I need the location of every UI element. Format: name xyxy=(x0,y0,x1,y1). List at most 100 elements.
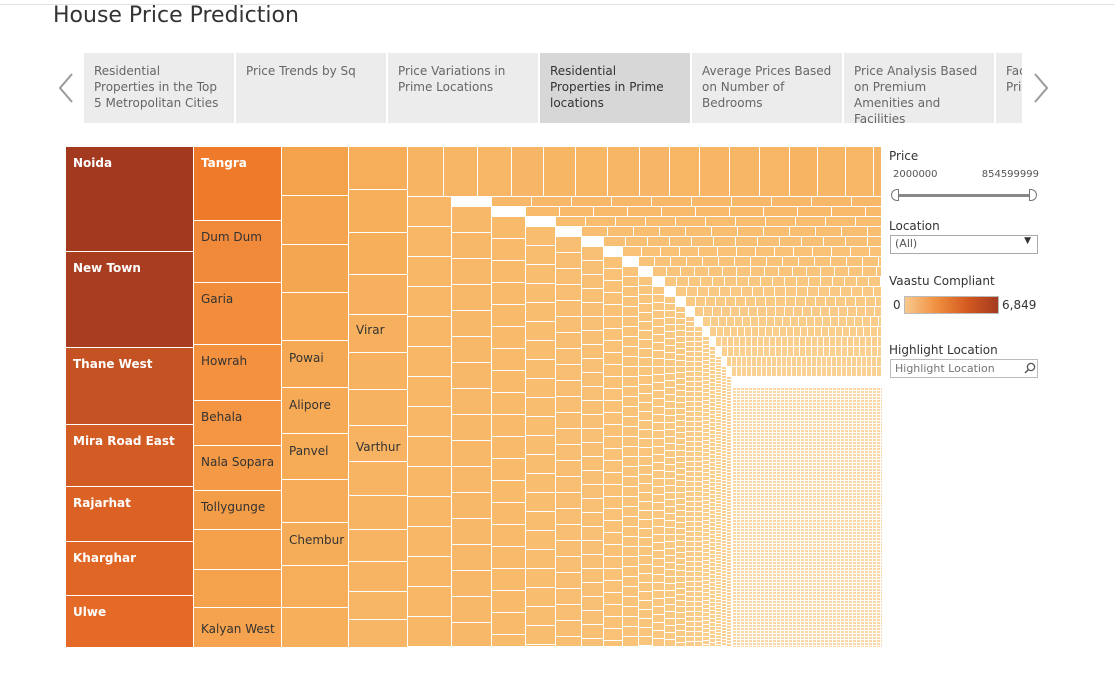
treemap-small-cell[interactable] xyxy=(703,353,710,357)
treemap-small-cell[interactable] xyxy=(872,347,878,357)
treemap-small-cell[interactable] xyxy=(863,287,874,297)
treemap-cell-new-town[interactable]: New Town xyxy=(66,252,194,348)
treemap-small-cell[interactable] xyxy=(653,615,665,623)
treemap-small-cell[interactable] xyxy=(676,565,686,571)
treemap-small-cell[interactable] xyxy=(676,505,686,511)
treemap-small-cell[interactable] xyxy=(676,349,686,355)
treemap-small-cell[interactable] xyxy=(727,605,732,608)
treemap-small-cell[interactable] xyxy=(710,595,716,599)
treemap-small-cell[interactable] xyxy=(816,297,826,307)
treemap-small-cell[interactable] xyxy=(714,237,736,247)
treemap-small-cell[interactable] xyxy=(623,367,639,377)
treemap-small-cell[interactable] xyxy=(653,295,665,303)
treemap-small-cell[interactable] xyxy=(794,347,800,357)
treemap-small-cell[interactable] xyxy=(727,482,732,485)
treemap-small-cell[interactable] xyxy=(740,337,746,347)
treemap-small-cell[interactable] xyxy=(695,442,703,447)
treemap-small-cell[interactable] xyxy=(582,471,604,485)
treemap-small-cell[interactable] xyxy=(703,573,710,577)
treemap-small-cell[interactable] xyxy=(492,261,526,283)
treemap-small-cell[interactable] xyxy=(727,419,732,422)
treemap-small-cell[interactable] xyxy=(711,317,719,327)
treemap-small-cell[interactable] xyxy=(492,459,526,481)
treemap-small-cell[interactable] xyxy=(847,317,855,327)
treemap-small-cell[interactable] xyxy=(736,297,746,307)
treemap-small-cell[interactable] xyxy=(703,509,710,513)
treemap-small-cell[interactable] xyxy=(556,605,582,621)
treemap-small-cell[interactable] xyxy=(710,575,716,579)
treemap-small-cell[interactable] xyxy=(452,545,492,571)
treemap-small-cell[interactable] xyxy=(797,277,809,287)
treemap-small-cell[interactable] xyxy=(716,414,722,417)
treemap-small-cell[interactable] xyxy=(695,417,703,422)
treemap-small-cell[interactable] xyxy=(716,423,722,426)
treemap-small-cell[interactable] xyxy=(703,617,710,621)
treemap-small-cell[interactable] xyxy=(676,313,686,319)
treemap-small-cell[interactable] xyxy=(703,525,710,529)
treemap-small-cell[interactable] xyxy=(665,507,676,514)
treemap-small-cell[interactable] xyxy=(665,277,677,287)
treemap-small-cell[interactable] xyxy=(815,317,823,327)
treemap-small-cell[interactable] xyxy=(695,602,703,607)
treemap-small-cell[interactable] xyxy=(452,519,492,545)
treemap-small-cell[interactable] xyxy=(665,353,676,360)
treemap-small-cell[interactable] xyxy=(710,583,716,587)
treemap-small-cell[interactable] xyxy=(408,587,452,617)
treemap-small-cell[interactable] xyxy=(722,502,727,505)
treemap-small-cell[interactable] xyxy=(695,382,703,387)
treemap-small-cell[interactable] xyxy=(727,542,732,545)
treemap-small-cell[interactable] xyxy=(686,337,695,342)
treemap-small-cell[interactable] xyxy=(727,572,732,575)
treemap-small-cell[interactable] xyxy=(710,379,716,383)
treemap-small-cell[interactable] xyxy=(665,605,676,612)
treemap-small-cell[interactable] xyxy=(703,477,710,481)
treemap-small-cell[interactable] xyxy=(703,405,710,409)
treemap-small-cell[interactable] xyxy=(604,629,623,641)
treemap-small-cell[interactable] xyxy=(716,453,722,456)
treemap-small-cell[interactable] xyxy=(716,555,722,558)
treemap-small-cell[interactable] xyxy=(703,593,710,597)
treemap-small-cell[interactable] xyxy=(623,567,639,577)
treemap-small-cell[interactable] xyxy=(695,467,703,472)
treemap-small-cell[interactable] xyxy=(716,384,722,387)
treemap-small-cell[interactable] xyxy=(676,511,686,517)
treemap-small-cell[interactable] xyxy=(639,637,653,646)
treemap-small-cell[interactable] xyxy=(526,398,556,417)
treemap-small-cell[interactable] xyxy=(868,237,882,247)
treemap-small-cell[interactable] xyxy=(826,217,856,227)
treemap-small-cell[interactable] xyxy=(716,447,722,450)
treemap-small-cell[interactable] xyxy=(703,433,710,437)
treemap-small-cell[interactable] xyxy=(731,327,738,337)
treemap-small-cell[interactable] xyxy=(836,297,846,307)
treemap-small-cell[interactable] xyxy=(727,479,732,482)
treemap-small-cell[interactable] xyxy=(653,535,665,543)
treemap-small-cell[interactable] xyxy=(604,237,626,247)
treemap-small-cell[interactable] xyxy=(772,197,812,207)
treemap-small-cell[interactable] xyxy=(710,619,716,623)
treemap-small-cell[interactable] xyxy=(676,523,686,529)
treemap-small-cell[interactable] xyxy=(716,627,722,630)
treemap-small-cell[interactable] xyxy=(732,197,772,207)
treemap-small-cell[interactable] xyxy=(639,646,653,647)
treemap-small-cell[interactable] xyxy=(604,581,623,593)
treemap-small-cell[interactable] xyxy=(639,520,653,529)
treemap-small-cell[interactable] xyxy=(710,599,716,603)
treemap-small-cell[interactable] xyxy=(695,472,703,477)
treemap-small-cell[interactable] xyxy=(727,536,732,539)
treemap-small-cell[interactable] xyxy=(695,477,703,482)
treemap-small-cell[interactable] xyxy=(710,475,716,479)
treemap-small-cell[interactable] xyxy=(492,591,526,613)
treemap-small-cell[interactable] xyxy=(686,547,695,552)
treemap-small-cell[interactable] xyxy=(623,407,639,417)
treemap-cell-unlabeled[interactable] xyxy=(349,462,408,496)
treemap-small-cell[interactable] xyxy=(790,227,816,237)
treemap-small-cell[interactable] xyxy=(722,631,727,634)
treemap-small-cell[interactable] xyxy=(686,492,695,497)
treemap-small-cell[interactable] xyxy=(653,447,665,455)
treemap-small-cell[interactable] xyxy=(797,357,802,367)
treemap-small-cell[interactable] xyxy=(727,560,732,563)
treemap-small-cell[interactable] xyxy=(846,297,856,307)
treemap-small-cell[interactable] xyxy=(736,217,766,227)
treemap-small-cell[interactable] xyxy=(695,337,703,342)
treemap-small-cell[interactable] xyxy=(710,347,716,351)
